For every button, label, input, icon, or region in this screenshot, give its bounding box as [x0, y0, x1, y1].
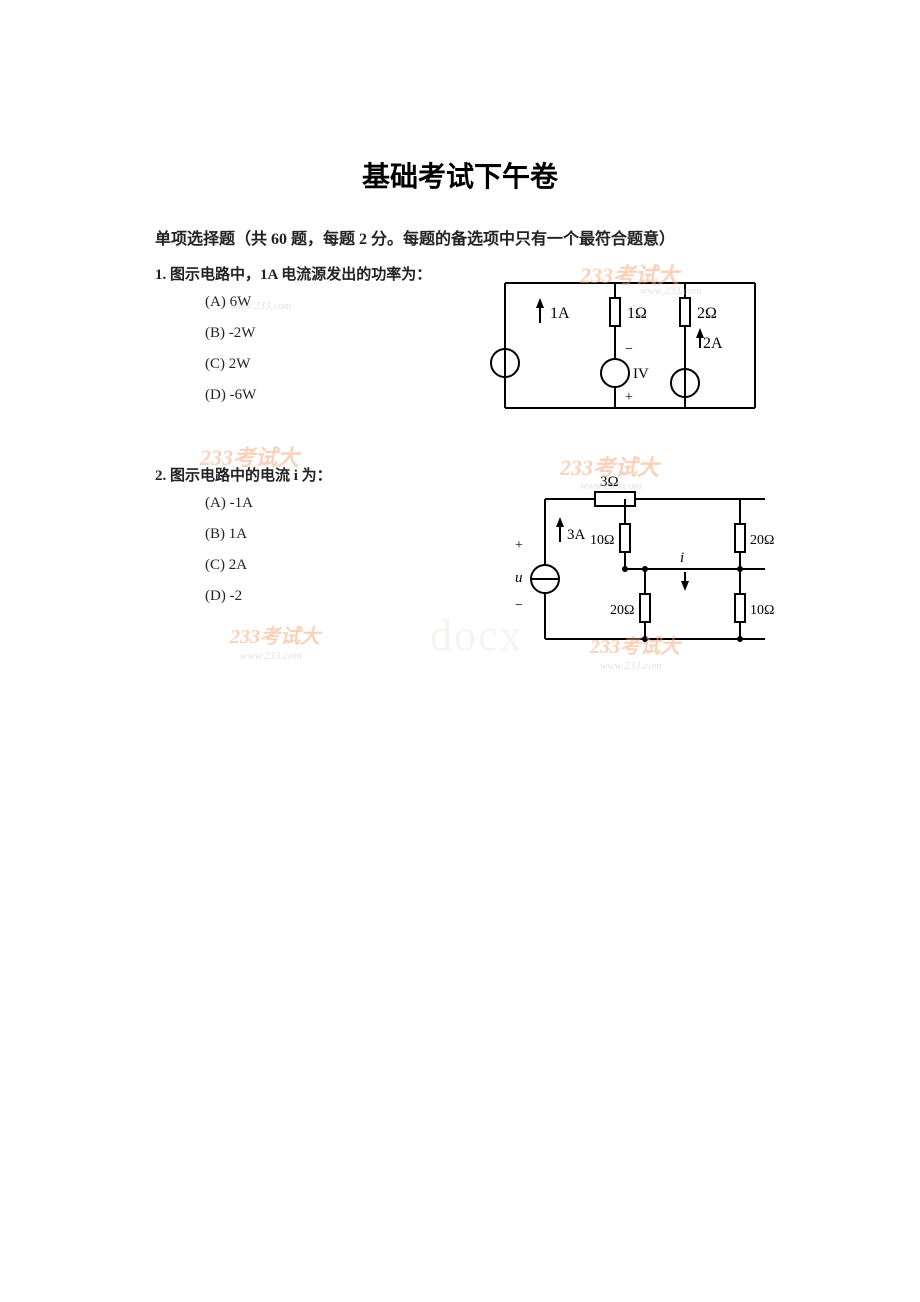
option-label: (C) — [205, 356, 225, 372]
option-value: 2W — [229, 356, 251, 372]
option-label: (B) — [205, 325, 225, 341]
label-minus2: − — [515, 598, 523, 613]
option-value: -1A — [230, 495, 253, 511]
label-20ohm-1: 20Ω — [750, 533, 774, 548]
page-title: 基础考试下午卷 — [0, 0, 920, 225]
option-label: (A) — [205, 294, 226, 310]
label-2ohm: 2Ω — [697, 305, 717, 322]
question-2: 2. 图示电路中的电流 i 为： (A) -1A (B) 1A (C) 2A (… — [155, 464, 765, 605]
label-i: i — [680, 550, 684, 566]
circuit-diagram-2: 3Ω + − u 3A 10Ω 20Ω i — [485, 474, 785, 654]
question-stem: 图示电路中的电流 i 为： — [170, 468, 332, 484]
option-value: 2A — [229, 557, 247, 573]
label-3ohm: 3Ω — [600, 474, 619, 490]
label-1ohm: 1Ω — [627, 305, 647, 322]
label-minus: − — [625, 342, 633, 357]
option-label: (A) — [205, 495, 226, 511]
option-value: -6W — [230, 387, 257, 403]
option-label: (B) — [205, 526, 225, 542]
option-value: 6W — [230, 294, 252, 310]
label-plus: + — [625, 390, 633, 405]
watermark-brand: 233考试大 — [230, 620, 320, 649]
option-label: (D) — [205, 588, 226, 604]
label-3a: 3A — [567, 527, 586, 543]
option-value: -2W — [229, 325, 256, 341]
question-1: 1. 图示电路中，1A 电流源发出的功率为： (A) 6W (B) -2W (C… — [155, 263, 765, 404]
question-number: 1. — [155, 267, 166, 283]
content-area: 单项选择题（共 60 题，每题 2 分。每题的备选项中只有一个最符合题意） 1.… — [0, 225, 920, 605]
option-label: (C) — [205, 557, 225, 573]
label-plus2: + — [515, 538, 523, 553]
watermark-url: www.233.com — [600, 660, 662, 672]
label-u: u — [515, 570, 523, 586]
label-1a: 1A — [550, 305, 570, 322]
label-20ohm-2: 20Ω — [610, 603, 634, 618]
option-value: -2 — [230, 588, 243, 604]
circuit-diagram-1: 1A 1Ω 2Ω IV − + 2A — [485, 263, 775, 423]
label-10ohm-2: 10Ω — [750, 603, 774, 618]
label-iv: IV — [633, 366, 649, 382]
option-value: 1A — [229, 526, 247, 542]
instructions: 单项选择题（共 60 题，每题 2 分。每题的备选项中只有一个最符合题意） — [155, 225, 765, 249]
question-stem: 图示电路中，1A 电流源发出的功率为： — [170, 267, 431, 283]
question-number: 2. — [155, 468, 166, 484]
label-10ohm-1: 10Ω — [590, 533, 614, 548]
watermark-url: www.233.com — [240, 650, 302, 662]
label-2a: 2A — [703, 335, 723, 352]
option-label: (D) — [205, 387, 226, 403]
